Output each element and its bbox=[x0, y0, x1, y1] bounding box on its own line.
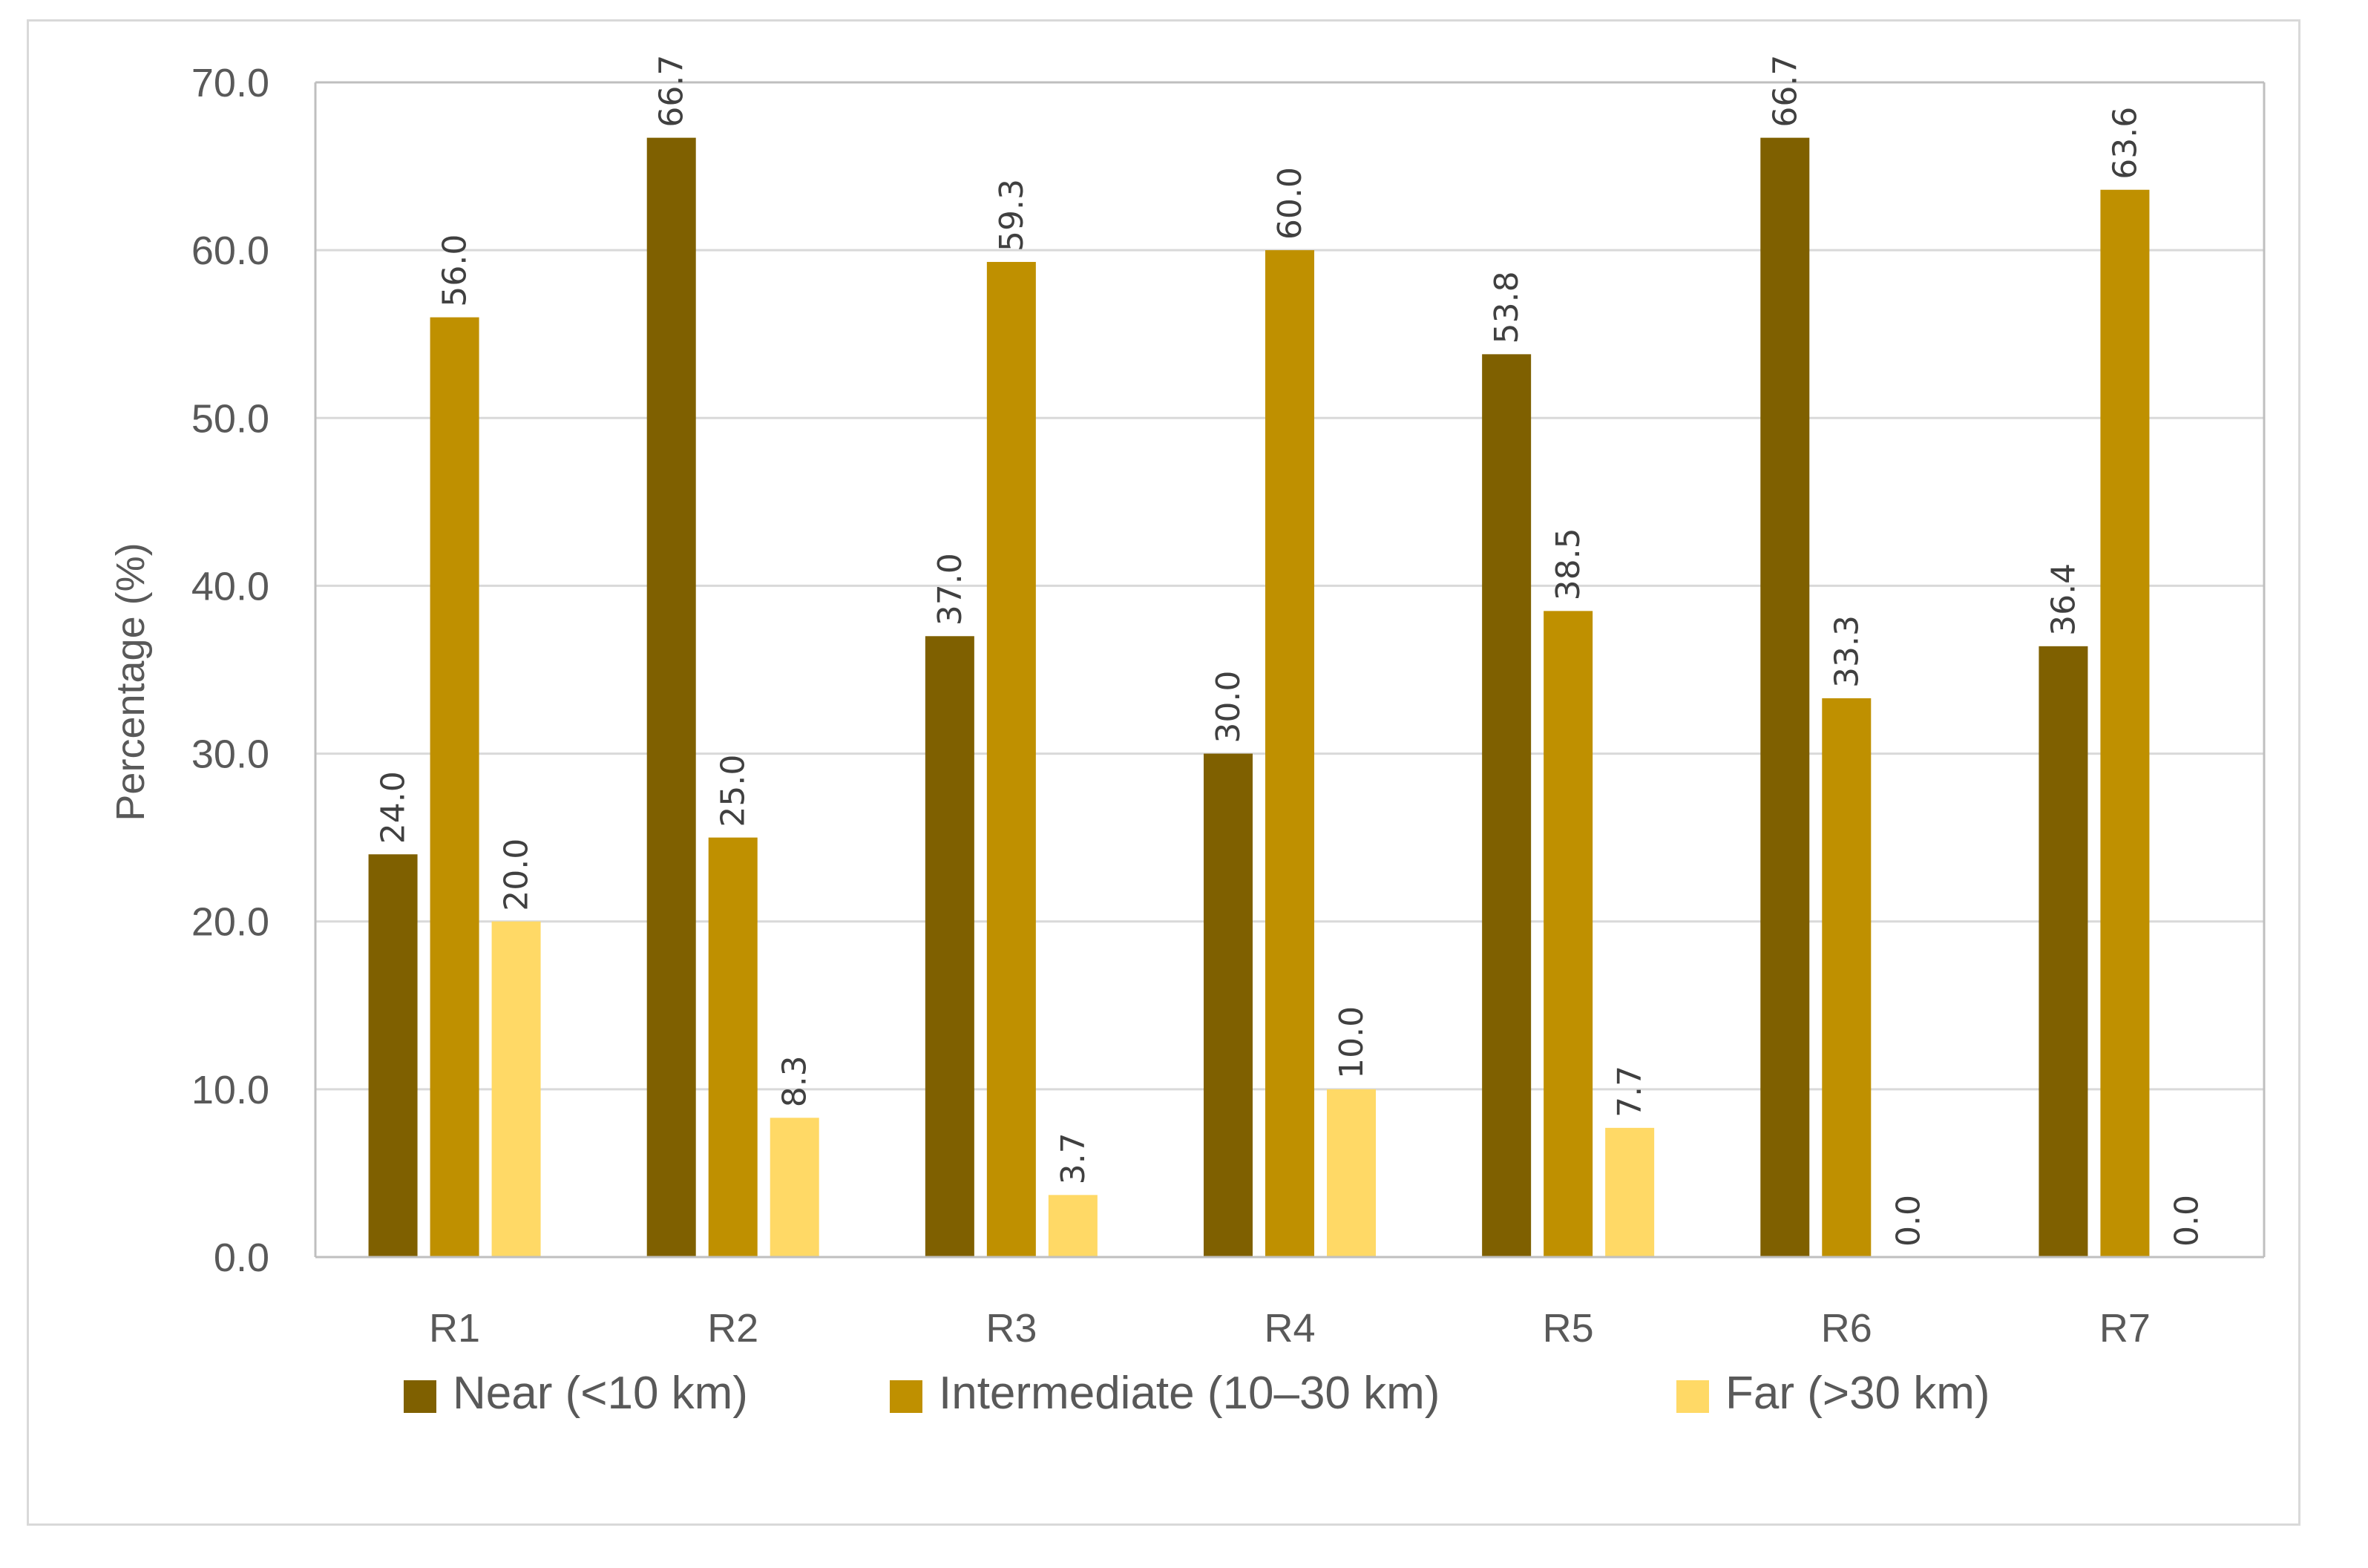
data-label: 37.0 bbox=[931, 553, 969, 626]
bar-r4-series-2 bbox=[1265, 250, 1314, 1258]
y-tick-label: 10.0 bbox=[191, 1068, 269, 1112]
bar-r5-series-2 bbox=[1544, 611, 1593, 1257]
x-category-label: R5 bbox=[1543, 1306, 1594, 1351]
bar-r1-series-3 bbox=[491, 921, 541, 1257]
bar-r7-series-2 bbox=[2100, 189, 2150, 1257]
data-label: 24.0 bbox=[375, 771, 413, 844]
data-label: 59.3 bbox=[993, 179, 1031, 252]
y-tick-label: 50.0 bbox=[191, 396, 269, 441]
data-label: 66.7 bbox=[653, 55, 691, 128]
legend-swatch bbox=[1676, 1380, 1709, 1413]
legend-swatch bbox=[404, 1380, 436, 1413]
bar-r5-series-3 bbox=[1605, 1127, 1655, 1257]
legend-label: Near (<10 km) bbox=[453, 1368, 748, 1419]
data-label: 25.0 bbox=[715, 755, 752, 827]
y-axis-title: Percentage (%) bbox=[108, 542, 153, 821]
x-category-label: R3 bbox=[985, 1306, 1037, 1351]
data-label: 53.8 bbox=[1488, 271, 1526, 344]
bar-r6-series-2 bbox=[1822, 698, 1872, 1257]
data-label: 0.0 bbox=[2168, 1195, 2205, 1247]
data-label: 8.3 bbox=[776, 1055, 814, 1107]
data-label: 10.0 bbox=[1333, 1006, 1371, 1079]
legend: Near (<10 km) Intermediate (10–30 km) Far … bbox=[404, 1368, 1990, 1419]
bar-r3-series-1 bbox=[925, 636, 974, 1257]
data-label: 66.7 bbox=[1766, 55, 1804, 128]
bar-r6-series-1 bbox=[1760, 137, 1810, 1257]
bar-r5-series-1 bbox=[1482, 354, 1532, 1257]
chart-frame: 0.0 10.0 20.0 30.0 40.0 50.0 60.0 70.0 R1 R2 R3 R4 R… bbox=[27, 19, 2300, 1526]
data-label: 36.4 bbox=[2044, 563, 2082, 636]
x-category-label: R1 bbox=[429, 1306, 480, 1351]
bar-r7-series-1 bbox=[2039, 646, 2088, 1257]
x-category-label: R2 bbox=[707, 1306, 758, 1351]
data-label: 30.0 bbox=[1210, 671, 1247, 744]
data-label: 0.0 bbox=[1889, 1195, 1927, 1247]
data-label: 3.7 bbox=[1055, 1132, 1092, 1184]
y-tick-label: 60.0 bbox=[191, 229, 269, 273]
bar-r1-series-2 bbox=[430, 317, 479, 1258]
y-tick-label: 70.0 bbox=[191, 61, 269, 105]
legend-swatch bbox=[890, 1380, 922, 1413]
data-label: 38.5 bbox=[1549, 528, 1587, 600]
bar-chart: 0.0 10.0 20.0 30.0 40.0 50.0 60.0 70.0 R1 R2 R3 R4 R… bbox=[108, 55, 2266, 1419]
bar-r1-series-1 bbox=[368, 854, 418, 1257]
legend-label: Far (>30 km) bbox=[1725, 1368, 1990, 1419]
data-label: 63.6 bbox=[2106, 107, 2144, 180]
data-label: 33.3 bbox=[1828, 615, 1866, 688]
data-label: 20.0 bbox=[498, 839, 536, 911]
axes: 0.0 10.0 20.0 30.0 40.0 50.0 60.0 70.0 R1 R2 R3 R4 R… bbox=[191, 61, 2266, 1351]
y-tick-label: 40.0 bbox=[191, 564, 269, 608]
data-label: 60.0 bbox=[1271, 167, 1309, 240]
x-category-label: R7 bbox=[2099, 1306, 2151, 1351]
data-label: 7.7 bbox=[1611, 1066, 1649, 1118]
y-tick-label: 0.0 bbox=[214, 1236, 269, 1280]
data-labels: 24.0 56.0 20.0 66.7 25.0 8.3 37.0 59.3 3.7 30.0 60… bbox=[375, 55, 2206, 1247]
bar-r4-series-1 bbox=[1204, 753, 1253, 1257]
bar-r2-series-2 bbox=[708, 837, 758, 1257]
bar-r3-series-2 bbox=[986, 261, 1036, 1257]
x-category-label: R6 bbox=[1821, 1306, 1872, 1351]
bar-r3-series-3 bbox=[1048, 1195, 1098, 1257]
y-tick-label: 30.0 bbox=[191, 732, 269, 777]
bar-r4-series-3 bbox=[1327, 1089, 1376, 1257]
bar-r2-series-1 bbox=[646, 137, 696, 1257]
y-tick-label: 20.0 bbox=[191, 900, 269, 945]
bars bbox=[368, 137, 2150, 1258]
x-category-label: R4 bbox=[1264, 1306, 1315, 1351]
legend-label: Intermediate (10–30 km) bbox=[939, 1368, 1440, 1419]
data-label: 56.0 bbox=[436, 234, 474, 307]
bar-r2-series-3 bbox=[770, 1118, 819, 1257]
